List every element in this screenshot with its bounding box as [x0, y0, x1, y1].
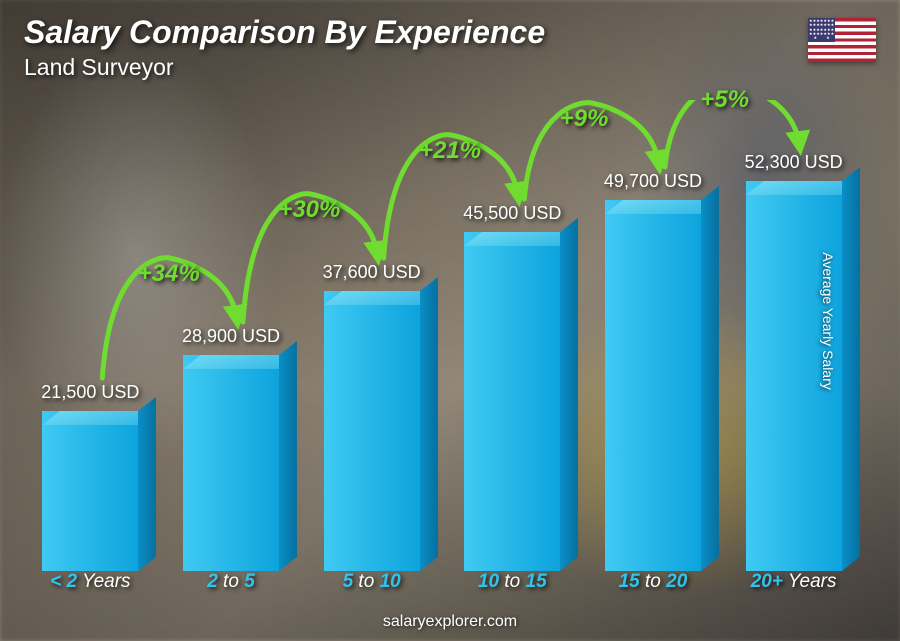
increase-label: +9% — [560, 105, 609, 133]
bar-slot: 37,600 USD — [302, 100, 442, 571]
increase-label: +21% — [419, 137, 481, 165]
bar — [605, 200, 701, 571]
bar-slot: 45,500 USD — [442, 100, 582, 571]
bar-front-face — [605, 200, 701, 571]
bar-value-label: 49,700 USD — [604, 171, 702, 192]
bar-slot: 52,300 USD — [724, 100, 864, 571]
bar-value-label: 28,900 USD — [182, 326, 280, 347]
bar-slot: 49,700 USD — [583, 100, 723, 571]
xlabel-tail: 20 — [666, 571, 687, 592]
bar — [324, 291, 420, 571]
page-title: Salary Comparison By Experience — [24, 14, 545, 51]
xlabel-strong: 15 — [619, 571, 640, 592]
xlabel-strong: 20+ — [751, 571, 783, 592]
xlabel-connector: to — [353, 571, 379, 592]
y-axis-label: Average Yearly Salary — [819, 252, 835, 390]
xlabel-tail: 15 — [526, 571, 547, 592]
increase-label: +34% — [138, 260, 200, 288]
x-axis-label: 20+ Years — [724, 571, 864, 601]
xlabel-tail: 10 — [380, 571, 401, 592]
xlabel-connector: to — [640, 571, 666, 592]
xlabel-tail: Years — [77, 571, 131, 592]
xlabel-connector: to — [218, 571, 244, 592]
infographic-container: Salary Comparison By Experience Land Sur… — [0, 0, 900, 641]
bar-slot: 28,900 USD — [161, 100, 301, 571]
page-subtitle: Land Surveyor — [24, 54, 174, 81]
bar-side-face — [279, 341, 297, 571]
bar-side-face — [842, 167, 860, 571]
x-axis-label: 15 to 20 — [583, 571, 723, 601]
xlabel-strong: 2 — [207, 571, 218, 592]
us-flag-icon: ★★★★★★★★★★★★★★★★★★★★★★★★★★★★★★ — [808, 18, 876, 62]
bar-front-face — [42, 411, 138, 571]
bar-chart: 21,500 USD 28,900 USD 37,600 USD 45,500 USD… — [20, 100, 864, 601]
increase-label: +5% — [700, 86, 749, 114]
x-axis-label: 2 to 5 — [161, 571, 301, 601]
x-axis-labels: < 2 Years2 to 55 to 1010 to 1515 to 2020… — [20, 571, 864, 601]
bar-side-face — [701, 186, 719, 571]
bar — [464, 232, 560, 571]
xlabel-connector: to — [499, 571, 525, 592]
bar-slot: 21,500 USD — [20, 100, 160, 571]
bar-side-face — [138, 397, 156, 571]
x-axis-label: < 2 Years — [20, 571, 160, 601]
xlabel-strong: 10 — [478, 571, 499, 592]
xlabel-strong: 5 — [343, 571, 354, 592]
bar — [183, 355, 279, 571]
xlabel-tail: Years — [783, 571, 837, 592]
x-axis-label: 10 to 15 — [442, 571, 582, 601]
bars-row: 21,500 USD 28,900 USD 37,600 USD 45,500 USD… — [20, 100, 864, 571]
bar-front-face — [183, 355, 279, 571]
bar-value-label: 37,600 USD — [323, 262, 421, 283]
bar-side-face — [420, 277, 438, 571]
footer-attribution: salaryexplorer.com — [383, 613, 517, 631]
xlabel-strong: < 2 — [50, 571, 77, 592]
xlabel-tail: 5 — [244, 571, 255, 592]
bar-value-label: 45,500 USD — [463, 203, 561, 224]
bar-front-face — [324, 291, 420, 571]
bar-front-face — [464, 232, 560, 571]
bar-value-label: 52,300 USD — [745, 152, 843, 173]
bar — [42, 411, 138, 571]
bar-value-label: 21,500 USD — [41, 382, 139, 403]
increase-label: +30% — [278, 196, 340, 224]
bar-side-face — [560, 218, 578, 571]
x-axis-label: 5 to 10 — [302, 571, 442, 601]
